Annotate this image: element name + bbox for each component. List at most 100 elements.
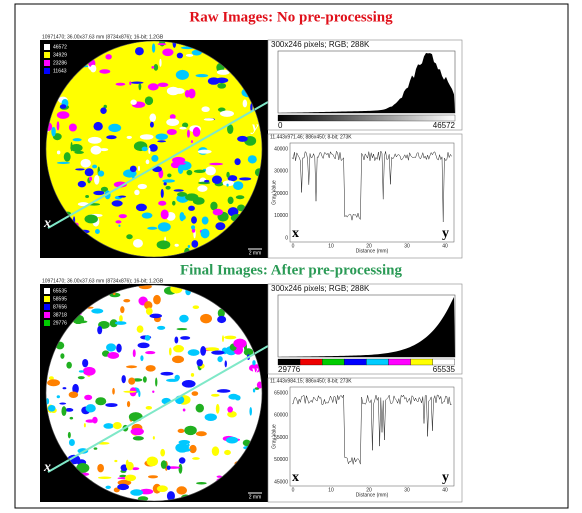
legend-swatch bbox=[44, 304, 50, 310]
image-blob bbox=[176, 70, 189, 80]
image-caption: 10971470; 36.00x37.63 mm (8734x876); 16-… bbox=[42, 278, 164, 284]
image-blob bbox=[196, 482, 207, 485]
image-blob bbox=[188, 206, 195, 211]
legend-label: 34929 bbox=[53, 52, 67, 58]
image-blob bbox=[189, 445, 196, 453]
image-blob bbox=[201, 106, 209, 112]
image-blob bbox=[91, 308, 103, 313]
image-blob bbox=[128, 377, 135, 384]
image-blob bbox=[84, 395, 92, 400]
image-blob bbox=[178, 429, 185, 433]
image-blob bbox=[142, 147, 148, 152]
scale-label: 2 mm bbox=[249, 494, 262, 500]
image-blob bbox=[217, 83, 226, 89]
image-blob bbox=[89, 177, 92, 181]
image-blob bbox=[107, 352, 119, 359]
image-blob bbox=[184, 426, 197, 435]
image-blob bbox=[85, 215, 98, 224]
image-blob bbox=[76, 320, 88, 323]
image-blob bbox=[112, 200, 123, 206]
axis-start: x bbox=[43, 460, 51, 475]
legend-label: 11643 bbox=[53, 68, 67, 74]
image-blob bbox=[178, 162, 185, 164]
image-blob bbox=[123, 391, 136, 393]
image-blob bbox=[121, 375, 125, 383]
image-blob bbox=[217, 356, 222, 362]
image-blob bbox=[197, 185, 207, 192]
image-blob bbox=[175, 244, 179, 247]
image-blob bbox=[129, 81, 131, 85]
image-blob bbox=[174, 189, 184, 191]
color-bar-segment bbox=[411, 359, 433, 365]
image-blob bbox=[103, 423, 113, 429]
image-blob bbox=[98, 477, 111, 479]
image-blob bbox=[177, 53, 183, 59]
axis-end: y bbox=[250, 120, 259, 135]
legend-label: 87656 bbox=[53, 304, 67, 310]
image-blob bbox=[149, 113, 156, 121]
image-blob bbox=[172, 356, 184, 364]
image-blob bbox=[217, 389, 231, 393]
image-blob bbox=[217, 316, 226, 323]
image-blob bbox=[204, 118, 214, 121]
x-tick-label: 40 bbox=[442, 243, 448, 249]
image-blob bbox=[123, 299, 130, 302]
y-tick-label: 30000 bbox=[274, 169, 288, 175]
x-tick-label: 30 bbox=[404, 487, 410, 493]
image-blob bbox=[92, 165, 97, 169]
legend-swatch bbox=[44, 52, 50, 58]
image-blob bbox=[136, 204, 147, 212]
image-blob bbox=[133, 239, 143, 248]
image-blob bbox=[148, 475, 158, 478]
histogram-caption: 300x246 pixels; RGB; 288K bbox=[271, 284, 370, 293]
image-blob bbox=[178, 165, 184, 174]
image-blob bbox=[145, 96, 153, 105]
color-bar-segment bbox=[300, 359, 322, 365]
image-blob bbox=[147, 456, 159, 466]
image-blob bbox=[93, 191, 104, 195]
image-blob bbox=[198, 150, 212, 154]
image-blob bbox=[130, 166, 137, 172]
image-blob bbox=[228, 394, 238, 400]
image-blob bbox=[85, 168, 94, 176]
image-blob bbox=[106, 135, 116, 139]
color-bar-segment bbox=[433, 359, 455, 365]
image-blob bbox=[180, 212, 185, 221]
image-blob bbox=[75, 168, 85, 170]
y-tick-label: 65000 bbox=[274, 390, 288, 396]
image-blob bbox=[226, 172, 229, 178]
image-blob bbox=[73, 138, 82, 141]
legend-label: 29776 bbox=[53, 320, 67, 326]
image-blob bbox=[186, 170, 192, 175]
image-blob bbox=[209, 163, 223, 166]
image-blob bbox=[146, 406, 152, 410]
image-blob bbox=[186, 54, 193, 57]
image-blob bbox=[146, 160, 150, 165]
image-blob bbox=[172, 201, 176, 206]
legend-swatch bbox=[44, 296, 50, 302]
image-blob bbox=[201, 229, 210, 239]
image-blob bbox=[115, 220, 121, 223]
histogram-caption: 300x246 pixels; RGB; 288K bbox=[271, 40, 370, 49]
image-blob bbox=[140, 355, 143, 361]
image-blob bbox=[140, 134, 154, 139]
image-blob bbox=[239, 177, 251, 180]
image-blob bbox=[60, 104, 66, 109]
image-blob bbox=[159, 59, 161, 67]
image-blob bbox=[215, 222, 225, 230]
image-blob bbox=[97, 326, 102, 334]
color-bar-segment bbox=[389, 359, 411, 365]
image-blob bbox=[150, 314, 162, 319]
legend-swatch bbox=[44, 312, 50, 318]
image-blob bbox=[167, 465, 171, 469]
image-blob bbox=[212, 176, 222, 185]
profile-caption: 11.443x984.15; 886x450; 8-bit; 273K bbox=[270, 378, 352, 384]
image-blob bbox=[215, 77, 228, 83]
x-axis-label: Distance (mm) bbox=[356, 492, 389, 498]
image-blob bbox=[183, 409, 186, 412]
image-blob bbox=[142, 213, 153, 219]
image-blob bbox=[193, 197, 205, 205]
profile-caption: 11.443x971.46; 886x450; 8-bit; 273K bbox=[270, 134, 352, 140]
image-blob bbox=[191, 140, 193, 143]
image-blob bbox=[151, 66, 154, 69]
